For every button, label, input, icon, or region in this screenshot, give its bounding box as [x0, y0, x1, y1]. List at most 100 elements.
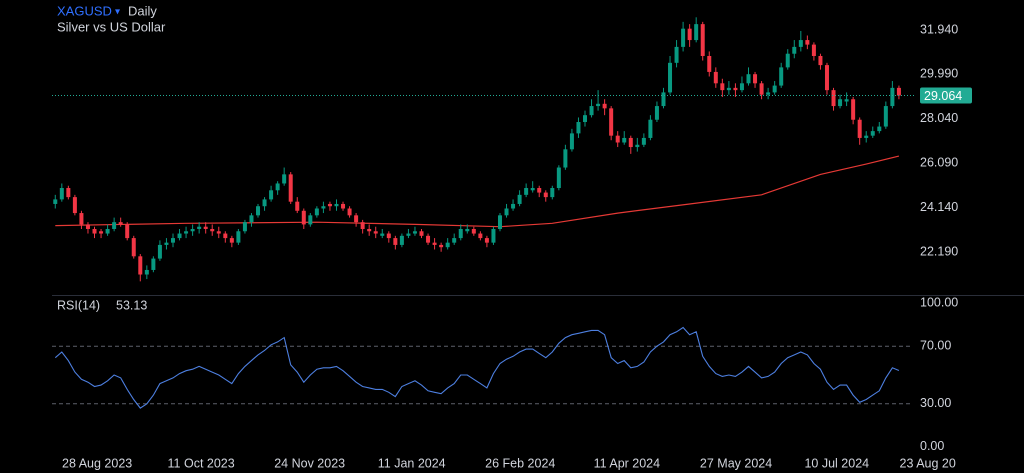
candle-body [563, 149, 568, 168]
y-tick-label: 22.190 [920, 244, 958, 258]
candle-body [412, 231, 417, 234]
candle-body [478, 233, 483, 239]
candle-body [883, 106, 888, 127]
candle-body [367, 228, 372, 232]
candle-body [216, 231, 221, 234]
x-tick-label: 10 Jul 2024 [804, 456, 869, 470]
candle-body [798, 40, 803, 47]
candle-body [569, 133, 574, 150]
candle-body [602, 103, 607, 109]
candle-body [818, 55, 823, 66]
y-tick-label: 26.090 [920, 156, 958, 170]
candle-body [406, 233, 411, 236]
candle-body [713, 71, 718, 84]
candle-body [838, 99, 843, 107]
candle-body [432, 242, 437, 245]
symbol-dropdown-icon[interactable]: ▾ [115, 7, 120, 18]
candle-body [242, 222, 247, 232]
candle-body [753, 74, 758, 84]
y-tick-label: 70.00 [920, 339, 951, 353]
candle-body [609, 108, 614, 136]
x-tick-label: 23 Aug 20 [900, 456, 956, 470]
candle-body [811, 44, 816, 56]
candle-body [321, 206, 326, 209]
candle-body [831, 90, 836, 107]
x-tick-label: 11 Apr 2024 [594, 456, 661, 470]
candle-body [805, 40, 810, 45]
candle-body [399, 235, 404, 245]
indicator-title: RSI(14) [57, 298, 100, 312]
symbol[interactable]: XAGUSD [57, 3, 112, 18]
y-tick-label: 100.00 [920, 295, 958, 309]
candle-body [524, 188, 529, 195]
candle-body [857, 119, 862, 138]
candle-body [262, 199, 267, 207]
candle-body [517, 194, 522, 204]
candle-body [197, 226, 202, 229]
candle-body [256, 206, 261, 216]
candle-body [471, 228, 476, 234]
candle-body [583, 115, 588, 123]
candle-body [170, 238, 175, 243]
candle-body [661, 92, 666, 107]
candle-body [203, 226, 208, 229]
candle-body [282, 174, 287, 184]
subtitle: Silver vs US Dollar [57, 19, 166, 34]
candle-body [105, 228, 110, 234]
y-tick-label: 28.040 [920, 111, 958, 125]
candle-body [779, 67, 784, 86]
candle-body [301, 210, 306, 225]
candle-body [589, 106, 594, 116]
candle-body [92, 228, 97, 234]
y-tick-label: 30.00 [920, 396, 951, 410]
candle-body [66, 188, 71, 198]
candle-body [733, 87, 738, 91]
candle-body [792, 46, 797, 54]
y-tick-label: 0.00 [920, 439, 944, 453]
x-tick-label: 24 Nov 2023 [274, 456, 345, 470]
candle-body [419, 231, 424, 236]
candle-body [249, 215, 254, 223]
candle-body [327, 203, 332, 207]
candle-body [151, 258, 156, 270]
y-tick-label: 31.940 [920, 22, 958, 36]
candle-body [341, 203, 346, 209]
candle-body [295, 201, 300, 211]
candle-body [275, 183, 280, 191]
candle-body [668, 62, 673, 93]
x-tick-label: 28 Aug 2023 [62, 456, 132, 470]
candle-body [864, 135, 869, 138]
candle-body [79, 213, 84, 225]
candle-body [360, 222, 365, 229]
candle-body [785, 53, 790, 68]
candle-body [85, 224, 90, 229]
candle-body [824, 65, 829, 91]
candle-body [543, 192, 548, 198]
candle-body [726, 87, 731, 91]
candle-body [687, 28, 692, 41]
candle-body [890, 87, 895, 107]
candle-body [236, 231, 241, 243]
candle-body [452, 238, 457, 243]
candle-body [458, 228, 463, 239]
candle-body [641, 137, 646, 145]
candle-body [622, 137, 627, 143]
candle-body [386, 233, 391, 239]
candle-body [138, 256, 143, 275]
candle-body [576, 122, 581, 134]
candle-body [465, 228, 470, 232]
candle-body [157, 244, 162, 259]
candle-body [269, 190, 274, 200]
candle-body [190, 228, 195, 232]
candle-body [288, 174, 293, 202]
candle-body [497, 215, 502, 229]
candle-body [870, 131, 875, 136]
candle-body [314, 208, 319, 216]
interval[interactable]: Daily [128, 3, 157, 18]
y-tick-label: 29.990 [920, 67, 958, 81]
candle-body [720, 83, 725, 91]
candle-body [184, 231, 189, 234]
candle-body [210, 228, 215, 232]
